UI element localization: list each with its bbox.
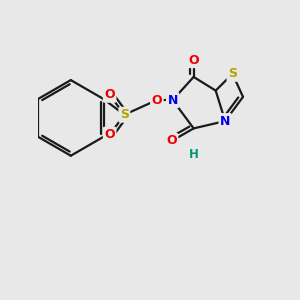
Text: O: O [152, 94, 162, 106]
Text: S: S [228, 67, 237, 80]
Text: O: O [166, 134, 177, 148]
Text: O: O [188, 54, 199, 67]
Text: S: S [120, 108, 129, 121]
Text: H: H [189, 148, 199, 161]
Text: N: N [167, 94, 178, 106]
Text: O: O [104, 128, 115, 141]
Text: O: O [104, 88, 115, 101]
Text: N: N [220, 115, 230, 128]
